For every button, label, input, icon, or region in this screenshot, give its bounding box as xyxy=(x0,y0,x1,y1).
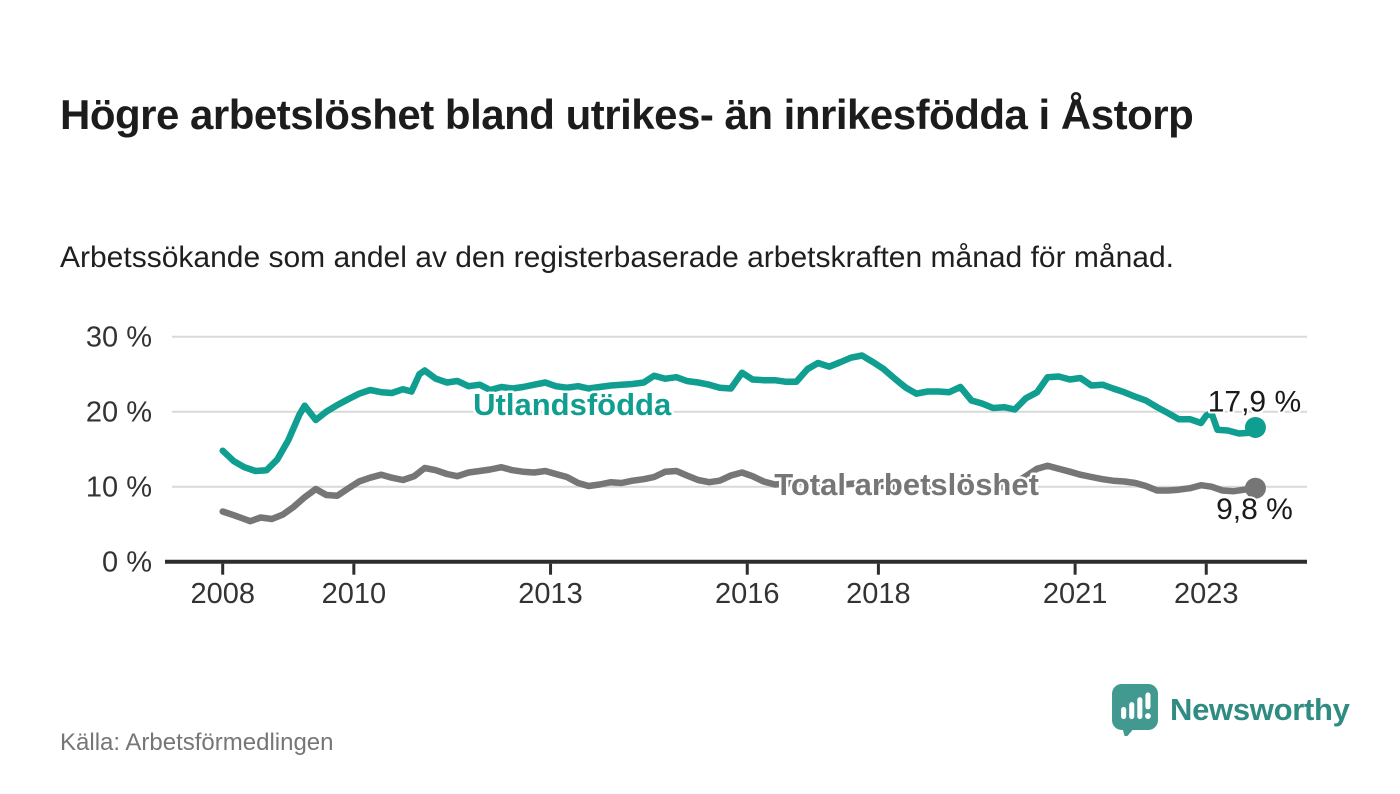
brand-logo: Newsworthy xyxy=(1112,684,1350,736)
x-tick-label: 2021 xyxy=(1043,578,1108,610)
series-line-1 xyxy=(219,462,1259,525)
page-subtitle: Arbetssökande som andel av den registerb… xyxy=(60,241,1174,274)
series-end-dot-0 xyxy=(1244,416,1266,438)
series-label-1: Total arbetslöshet xyxy=(774,467,1039,502)
logo-bubble-shape xyxy=(1112,684,1158,736)
x-tick-label: 2013 xyxy=(518,578,583,610)
y-tick-label: 20 % xyxy=(86,397,152,429)
y-tick-label: 30 % xyxy=(86,322,152,354)
series-label-0: Utlandsfödda xyxy=(473,387,672,422)
series-end-value-1: 9,8 % xyxy=(1216,493,1293,526)
x-tick-label: 2023 xyxy=(1174,578,1239,610)
newsworthy-logo-icon xyxy=(1112,684,1158,736)
brand-name: Newsworthy xyxy=(1170,692,1350,727)
unemployment-line-chart: 2008 2010 2013 2016 2018 2021 2023 0 % 10 % 20 % 3… xyxy=(86,322,1307,610)
series-line-0 xyxy=(219,352,1259,475)
page-title: Högre arbetslöshet bland utrikes- än inr… xyxy=(60,91,1194,139)
y-tick-label: 0 % xyxy=(102,547,152,579)
series-end-value-0: 17,9 % xyxy=(1208,385,1301,418)
source-note: Källa: Arbetsförmedlingen xyxy=(60,729,334,756)
logo-bars xyxy=(1121,692,1151,720)
x-tick-label: 2008 xyxy=(190,578,255,610)
x-tick-label: 2018 xyxy=(846,578,911,610)
y-tick-label: 10 % xyxy=(86,472,152,504)
x-tick-label: 2016 xyxy=(715,578,780,610)
series-end-dot-1 xyxy=(1244,477,1266,499)
x-tick-label: 2010 xyxy=(322,578,387,610)
